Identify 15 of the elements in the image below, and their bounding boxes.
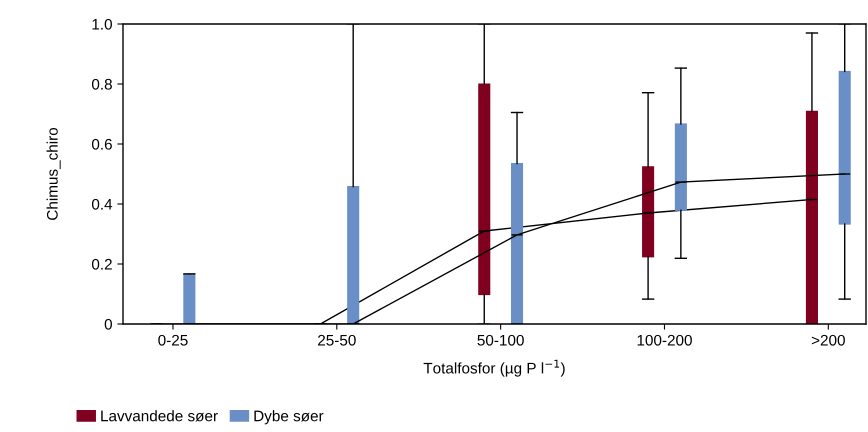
x-tick-label: 25-50 (318, 334, 356, 346)
y-axis-title: Chimus_chiro (46, 128, 61, 220)
x-axis-title: Totalfosfor (µg P l$^{−1}$) (424, 360, 565, 377)
x-tick-label: 0-25 (158, 334, 188, 346)
y-tick-label: 0.2 (92, 258, 112, 270)
y-tick-label: 0.6 (92, 138, 112, 150)
x-tick-label: 100-200 (638, 334, 692, 346)
x-tick-label: >200 (812, 334, 845, 346)
y-tick-label: 0.4 (92, 198, 112, 210)
legend-label: Dybe søer (254, 410, 324, 424)
y-tick-label: 1.0 (92, 18, 112, 30)
y-tick-label: 0.8 (92, 78, 112, 90)
legend-label: Lavvandede søer (101, 410, 218, 422)
y-tick-label: 0 (104, 318, 112, 330)
x-tick-label: 50-100 (477, 334, 524, 346)
